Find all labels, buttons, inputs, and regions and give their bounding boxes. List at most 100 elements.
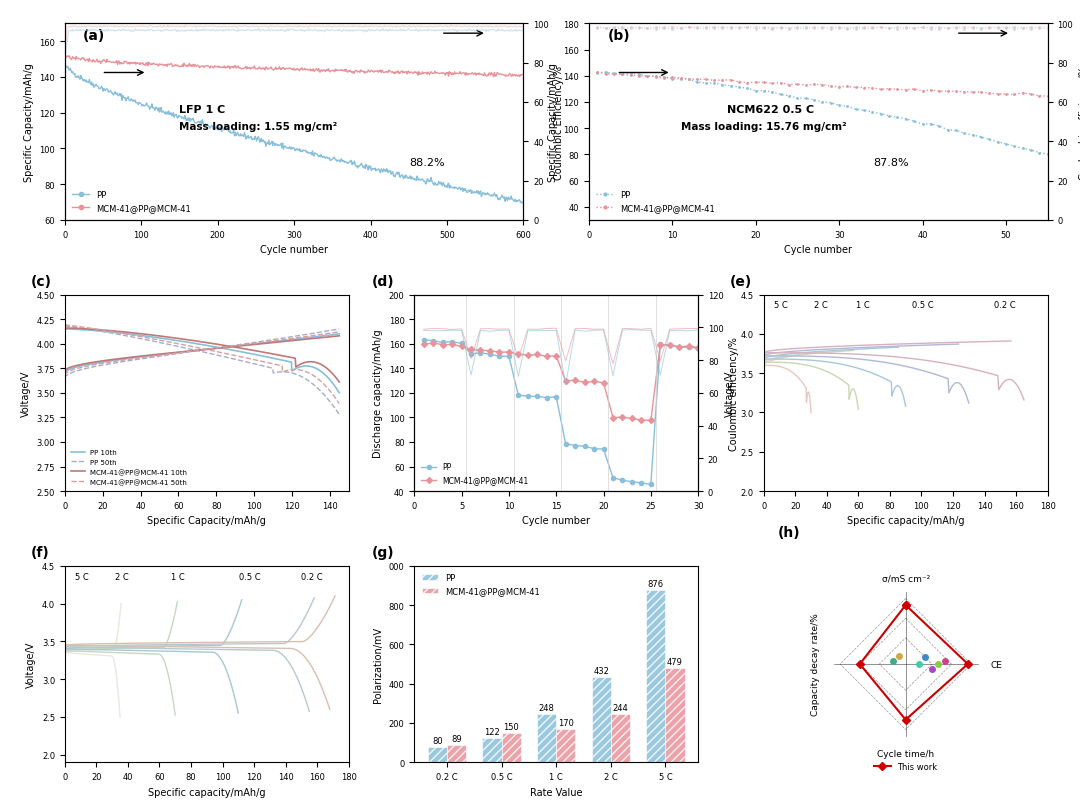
PP 10th [190,340,203,350]
Legend: This work: This work [870,758,941,774]
Text: 80: 80 [432,736,443,744]
PP 50th [207,350,220,359]
Bar [501,733,521,762]
PP 50th [58,322,71,332]
Text: 244: 244 [612,703,629,713]
MCM-41@PP@MCM-41 10th [221,341,234,351]
PP 50th [189,345,202,355]
MCM-41@PP@MCM-41 50th [190,343,203,353]
PP 10th [58,324,71,334]
PP 50th [283,368,296,378]
Bar [611,714,630,762]
Text: 89: 89 [451,734,462,743]
Bar [646,590,665,762]
Text: σ/mS cm⁻²: σ/mS cm⁻² [881,573,930,582]
Text: 0.5 C: 0.5 C [912,301,933,310]
Text: CE: CE [990,659,1002,669]
Legend: PP 10th, PP 50th, MCM-41@PP@MCM-41 10th, MCM-41@PP@MCM-41 50th: PP 10th, PP 50th, MCM-41@PP@MCM-41 10th,… [68,447,190,488]
MCM-41@PP@MCM-41 50th [207,346,220,356]
Text: 5 C: 5 C [75,572,89,581]
MCM-41@PP@MCM-41 10th [58,324,71,333]
Legend: PP, MCM-41@PP@MCM-41: PP, MCM-41@PP@MCM-41 [593,187,718,217]
MCM-41@PP@MCM-41 10th [333,378,346,388]
Text: 87.8%: 87.8% [874,157,909,168]
Line: MCM-41@PP@MCM-41 10th: MCM-41@PP@MCM-41 10th [65,328,339,383]
MCM-41@PP@MCM-41 10th [190,337,203,346]
Text: 0.5 C: 0.5 C [239,572,260,581]
PP 50th [221,354,234,363]
MCM-41@PP@MCM-41 10th [207,339,220,349]
Text: 88.2%: 88.2% [408,157,444,168]
MCM-41@PP@MCM-41 10th [189,337,202,346]
Y-axis label: Coulombic efficiency/%: Coulombic efficiency/% [729,337,739,450]
PP 10th [333,388,346,398]
Text: 479: 479 [667,658,683,667]
Text: (a): (a) [83,29,106,43]
MCM-41@PP@MCM-41 50th [333,399,346,409]
Bar [537,714,556,762]
X-axis label: Specific capacity/mAh/g: Specific capacity/mAh/g [148,787,266,796]
Line: MCM-41@PP@MCM-41 50th: MCM-41@PP@MCM-41 50th [65,326,339,404]
X-axis label: Cycle number: Cycle number [523,516,590,526]
Bar [592,677,611,762]
MCM-41@PP@MCM-41 10th [283,353,296,363]
Text: 122: 122 [484,727,500,736]
MCM-41@PP@MCM-41 50th [283,366,296,375]
Text: Capacity decay rate/%: Capacity decay rate/% [811,613,821,715]
Text: Cycle time/h: Cycle time/h [877,749,934,758]
PP 50th [333,410,346,420]
Y-axis label: Coulombic efficiency/%: Coulombic efficiency/% [1079,66,1080,179]
PP 10th [326,379,339,388]
Text: 1 C: 1 C [172,572,186,581]
X-axis label: Cycle number: Cycle number [784,245,852,255]
PP 10th [207,342,220,352]
X-axis label: Specific Capacity/mAh/g: Specific Capacity/mAh/g [147,516,266,526]
Text: (h): (h) [778,526,800,539]
Line: PP 50th: PP 50th [65,327,339,415]
Legend: PP, MCM-41@PP@MCM-41: PP, MCM-41@PP@MCM-41 [69,187,193,217]
Y-axis label: Voltage/V: Voltage/V [725,370,735,417]
MCM-41@PP@MCM-41 50th [326,390,339,400]
PP 50th [190,346,203,356]
Bar [483,738,501,762]
PP 10th [283,358,296,367]
Text: Mass loading: 1.55 mg/cm²: Mass loading: 1.55 mg/cm² [179,122,338,132]
Text: 2 C: 2 C [114,572,129,581]
X-axis label: Specific capacity/mAh/g: Specific capacity/mAh/g [847,516,964,526]
Text: 2 C: 2 C [813,301,827,310]
Text: 0.2 C: 0.2 C [995,301,1016,310]
Text: (f): (f) [30,545,50,560]
Text: (g): (g) [372,545,394,560]
MCM-41@PP@MCM-41 50th [189,343,202,353]
Legend: PP, MCM-41@PP@MCM-41: PP, MCM-41@PP@MCM-41 [418,570,543,599]
Y-axis label: Voltage/V: Voltage/V [26,641,37,688]
MCM-41@PP@MCM-41 50th [221,350,234,359]
Text: NCM622 0.5 C: NCM622 0.5 C [727,105,813,114]
Y-axis label: Specific Capacity/mAh/g: Specific Capacity/mAh/g [24,63,33,182]
X-axis label: Cycle number: Cycle number [260,245,328,255]
Text: 248: 248 [539,702,555,712]
Bar [556,729,576,762]
MCM-41@PP@MCM-41 50th [58,321,71,331]
Y-axis label: Coulombic Efficiency/%: Coulombic Efficiency/% [554,66,565,179]
Text: LFP 1 C: LFP 1 C [179,105,226,114]
MCM-41@PP@MCM-41 10th [326,370,339,380]
Text: Mass loading: 15.76 mg/cm²: Mass loading: 15.76 mg/cm² [680,122,847,132]
Text: 432: 432 [593,667,609,676]
Text: 150: 150 [503,722,519,731]
Y-axis label: Specific Capacity/mAh/g: Specific Capacity/mAh/g [548,63,557,182]
Bar [428,747,447,762]
Legend: PP, MCM-41@PP@MCM-41: PP, MCM-41@PP@MCM-41 [418,460,531,487]
Bar [447,744,467,762]
Bar [665,668,685,762]
X-axis label: Rate Value: Rate Value [530,787,582,796]
Text: 876: 876 [648,579,664,589]
Y-axis label: Discharge capacity/mAh/g: Discharge capacity/mAh/g [373,329,383,457]
Text: (c): (c) [30,274,52,289]
Y-axis label: Voltage/V: Voltage/V [21,370,31,417]
PP 10th [221,345,234,354]
Text: 1 C: 1 C [856,301,869,310]
Text: (b): (b) [607,29,630,43]
PP 50th [326,401,339,410]
Y-axis label: Polarization/mV: Polarization/mV [373,626,383,702]
